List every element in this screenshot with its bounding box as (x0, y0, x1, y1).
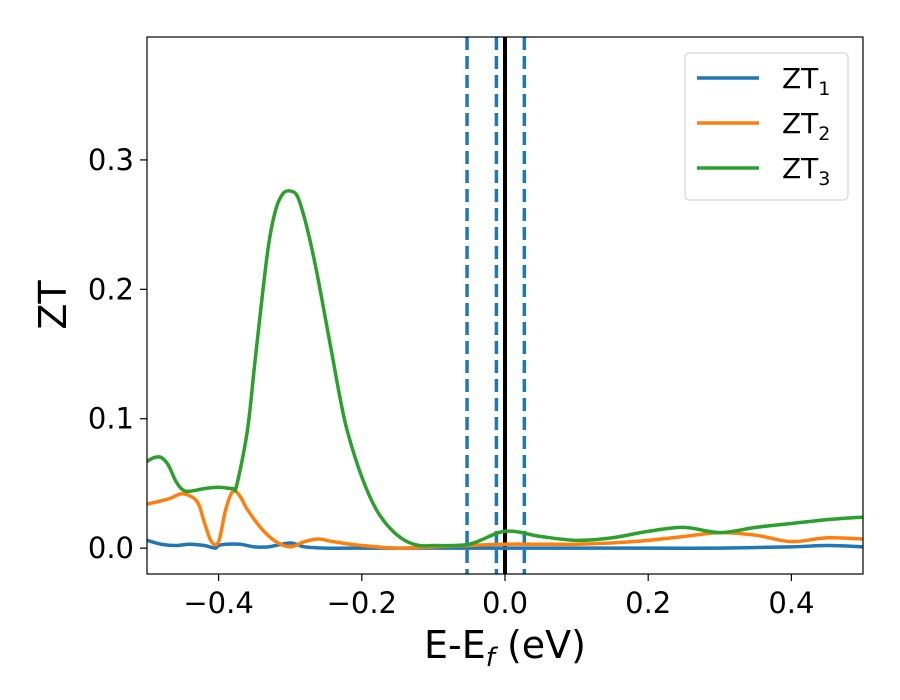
x-axis: −0.4 −0.2 0.0 0.2 0.4 (183, 574, 814, 620)
reference-lines (465, 37, 527, 574)
legend-label-base: ZT (782, 152, 819, 185)
legend-label-zt1: ZT1 (782, 62, 830, 100)
y-axis-label: ZT (31, 280, 75, 330)
x-tick-label: 0.0 (482, 586, 528, 620)
x-tick-label: −0.4 (183, 586, 253, 620)
legend-label-subscript: 2 (818, 123, 830, 145)
series-line-zt3 (147, 189, 863, 548)
series-line-zt2 (147, 488, 863, 550)
legend-label-zt3: ZT3 (782, 152, 830, 190)
y-tick-label: 0.1 (88, 402, 134, 436)
legend-label-base: ZT (782, 107, 819, 140)
y-tick-label: 0.2 (88, 272, 134, 306)
x-axis-label-base: E-E (424, 623, 486, 667)
legend-label-zt2: ZT2 (782, 107, 830, 145)
x-axis-label-unit: (eV) (495, 623, 586, 667)
x-tick-label: 0.2 (625, 586, 671, 620)
y-tick-label: 0.3 (88, 143, 134, 177)
series-line-zt1 (147, 538, 863, 550)
legend-box (684, 52, 849, 201)
series-lines (147, 189, 863, 550)
y-axis: 0.0 0.1 0.2 0.3 (88, 143, 147, 565)
legend-label-subscript: 1 (818, 78, 830, 100)
legend-label-subscript: 3 (818, 168, 830, 190)
legend-label-base: ZT (782, 62, 819, 95)
x-axis-label: E-Ef (eV) (424, 623, 586, 673)
y-tick-label: 0.0 (88, 531, 134, 565)
x-tick-label: −0.2 (327, 586, 397, 620)
x-tick-label: 0.4 (768, 586, 814, 620)
